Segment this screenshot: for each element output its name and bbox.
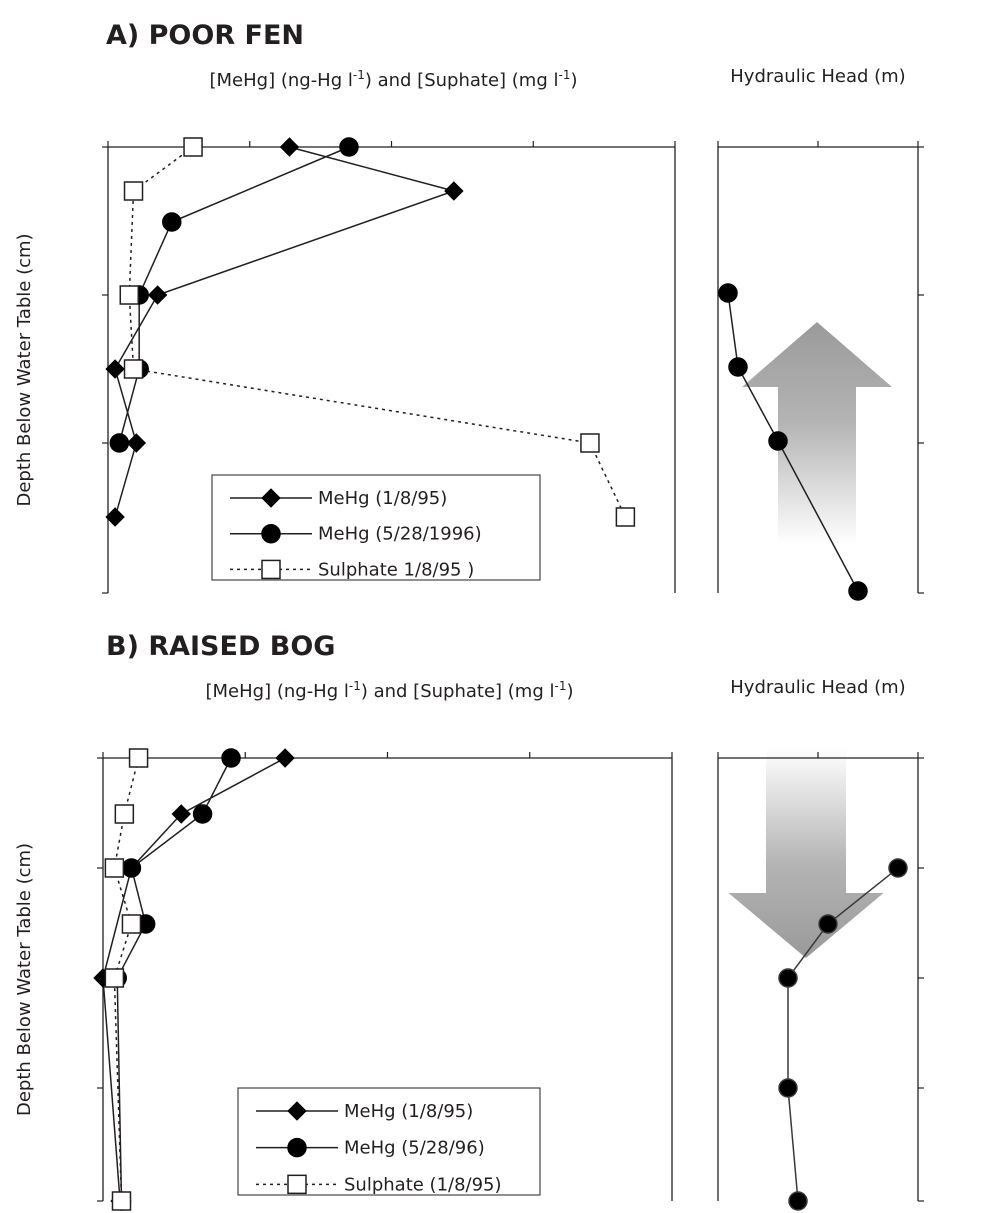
data-point-diamond <box>105 507 125 527</box>
x-axis-title-superscript: -1 <box>349 679 361 693</box>
x-axis-title-part: [MeHg] (ng-Hg l <box>210 70 353 91</box>
data-point-square <box>111 1191 132 1211</box>
x-axis-title: Hydraulic Head (m) <box>730 677 905 698</box>
legend-label: Sulphate (1/8/95) <box>344 1174 502 1195</box>
data-point-square <box>183 137 203 157</box>
legend-marker-circle <box>261 523 281 544</box>
data-point-square <box>104 968 125 988</box>
raised-bog-concentration-plot: [MeHg] (ng-Hg l-1) and [Suphate] (mg l-1… <box>14 679 673 1211</box>
x-axis-title-superscript: -1 <box>558 68 570 82</box>
legend-marker-square <box>287 1174 307 1195</box>
data-point-circle <box>778 1078 798 1098</box>
data-point-diamond <box>126 433 147 453</box>
data-point-square <box>580 433 600 453</box>
x-axis-title-part: ) <box>570 70 577 91</box>
legend-label: MeHg (5/28/1996) <box>318 524 482 545</box>
data-point-circle <box>848 581 868 601</box>
series-line-square <box>128 146 627 518</box>
legend-label: MeHg (1/8/95) <box>344 1101 473 1122</box>
y-axis-title: Depth Below Water Table (cm) <box>14 233 35 506</box>
data-point-diamond <box>275 748 295 768</box>
data-point-square <box>121 914 142 934</box>
series-line-diamond <box>114 146 457 518</box>
data-point-square <box>104 858 125 878</box>
panel-a-title: A) POOR FEN <box>106 20 304 51</box>
data-point-diamond <box>171 804 191 824</box>
data-point-circle <box>162 212 182 232</box>
data-point-diamond <box>279 137 300 157</box>
x-axis-title-part: ) <box>566 681 573 702</box>
poor-fen-hydraulic-head-plot: Hydraulic Head (m) <box>717 66 924 601</box>
poor-fen-concentration-plot: [MeHg] (ng-Hg l-1) and [Suphate] (mg l-1… <box>14 68 676 594</box>
flow-direction-arrow-up <box>742 322 892 545</box>
data-point-circle <box>788 1191 808 1211</box>
x-axis-title: Hydraulic Head (m) <box>730 66 905 87</box>
data-point-square <box>123 181 144 201</box>
legend-marker-circle <box>287 1137 307 1158</box>
legend-marker-diamond <box>261 488 281 508</box>
data-point-circle <box>192 804 213 824</box>
data-point-circle <box>221 748 241 768</box>
data-point-square <box>119 285 140 305</box>
data-point-circle <box>109 433 130 453</box>
legend-label: Sulphate 1/8/95 ) <box>318 559 474 580</box>
x-axis-title-part: [MeHg] (ng-Hg l <box>206 681 349 702</box>
data-point-circle <box>121 858 142 878</box>
flow-direction-arrow-down <box>728 748 884 958</box>
legend-marker-square <box>261 559 281 580</box>
data-point-square <box>615 507 636 527</box>
data-point-circle <box>339 137 359 157</box>
panel-b-title: B) RAISED BOG <box>106 631 335 662</box>
x-axis-title: [MeHg] (ng-Hg l-1) and [Suphate] (mg l-1… <box>210 68 578 91</box>
data-point-circle <box>718 283 738 303</box>
y-axis-title: Depth Below Water Table (cm) <box>14 843 35 1116</box>
series-line-square <box>113 757 140 1202</box>
x-axis-title-superscript: -1 <box>353 68 365 82</box>
x-axis-title-superscript: -1 <box>554 679 566 693</box>
data-point-circle <box>818 914 838 934</box>
series-line-circle <box>116 757 232 1202</box>
data-point-circle <box>768 431 788 451</box>
data-point-square <box>123 359 144 379</box>
legend-label: MeHg (5/28/96) <box>344 1138 485 1159</box>
legend-label: MeHg (1/8/95) <box>318 488 447 509</box>
series-line-circle <box>727 292 859 592</box>
x-axis-title-part: ) and [Suphate] (mg l <box>365 70 559 91</box>
data-point-square <box>114 804 135 824</box>
data-point-diamond <box>105 359 125 379</box>
data-point-diamond <box>444 181 464 201</box>
data-point-square <box>128 748 149 768</box>
data-point-circle <box>778 968 798 988</box>
data-point-circle <box>728 357 748 377</box>
x-axis-title: [MeHg] (ng-Hg l-1) and [Suphate] (mg l-1… <box>206 679 574 702</box>
legend-marker-diamond <box>287 1101 307 1121</box>
raised-bog-hydraulic-head-plot: Hydraulic Head (m) <box>717 677 924 1211</box>
data-point-diamond <box>147 285 168 305</box>
data-point-circle <box>888 858 908 878</box>
x-axis-title-part: ) and [Suphate] (mg l <box>361 681 555 702</box>
